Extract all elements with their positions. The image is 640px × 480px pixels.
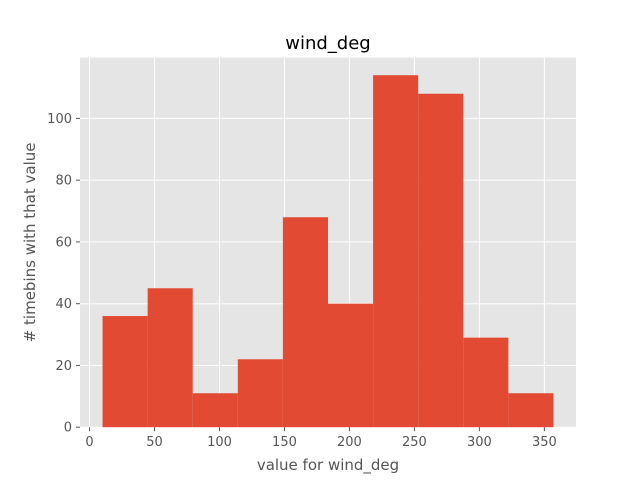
histogram-bar-8 (418, 93, 464, 428)
y-axis-label: # timebins with that value (21, 142, 39, 342)
x-axis-ticks: 0 50 100 150 200 250 300 350 (85, 427, 557, 450)
y-tick-label: 40 (55, 297, 72, 312)
histogram-bar-10 (508, 393, 554, 428)
histogram-bar-7 (373, 75, 419, 428)
x-tick-label: 100 (207, 435, 232, 450)
chart-title: wind_deg (285, 33, 370, 54)
y-tick-label: 100 (47, 112, 72, 127)
x-tick-label: 50 (146, 435, 163, 450)
y-tick-label: 0 (64, 421, 72, 436)
histogram-bar-2 (147, 288, 193, 428)
histogram-bar-5 (282, 217, 328, 428)
y-tick-label: 80 (55, 174, 72, 189)
x-tick-label: 0 (85, 435, 93, 450)
x-tick-label: 150 (272, 435, 297, 450)
x-tick-label: 350 (532, 435, 557, 450)
y-tick-label: 60 (55, 235, 72, 250)
y-axis-ticks: 0 20 40 60 80 100 (47, 112, 80, 436)
histogram-bar-6 (328, 303, 374, 428)
x-tick-label: 300 (467, 435, 492, 450)
x-axis-label: value for wind_deg (257, 456, 399, 475)
x-tick-label: 250 (402, 435, 427, 450)
histogram-bar-4 (237, 359, 283, 428)
histogram-bar-1 (102, 316, 148, 428)
y-tick-label: 20 (55, 359, 72, 374)
histogram-bar-3 (192, 393, 238, 428)
histogram-bar-9 (463, 337, 509, 428)
x-tick-label: 200 (337, 435, 362, 450)
bars (102, 75, 554, 428)
